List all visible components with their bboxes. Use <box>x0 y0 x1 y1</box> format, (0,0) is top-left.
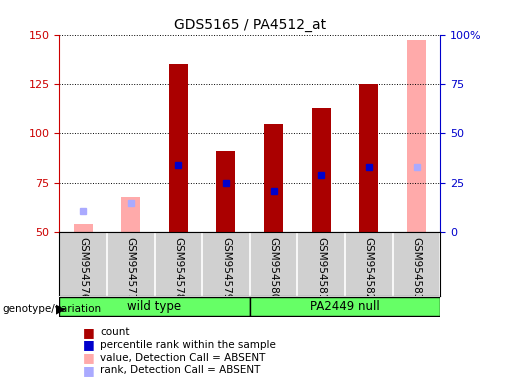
Bar <box>359 84 379 232</box>
Text: GSM954580: GSM954580 <box>269 237 279 301</box>
Text: GSM954582: GSM954582 <box>364 237 374 301</box>
Title: GDS5165 / PA4512_at: GDS5165 / PA4512_at <box>174 18 326 32</box>
Text: ■: ■ <box>82 351 94 364</box>
Bar <box>59 297 250 316</box>
Text: ■: ■ <box>82 364 94 377</box>
Bar <box>216 151 235 232</box>
Text: genotype/variation: genotype/variation <box>3 304 101 314</box>
Bar <box>407 40 426 232</box>
Bar <box>264 124 283 232</box>
Bar <box>74 224 93 232</box>
Text: rank, Detection Call = ABSENT: rank, Detection Call = ABSENT <box>100 365 261 375</box>
Bar <box>121 197 140 232</box>
Text: GSM954581: GSM954581 <box>316 237 326 301</box>
Text: count: count <box>100 327 130 337</box>
Bar <box>312 108 331 232</box>
Text: GSM954583: GSM954583 <box>411 237 421 301</box>
Bar <box>169 64 188 232</box>
Text: ■: ■ <box>82 338 94 351</box>
Text: GSM954579: GSM954579 <box>221 237 231 301</box>
Text: ■: ■ <box>82 326 94 339</box>
Bar <box>250 297 440 316</box>
Text: GSM954577: GSM954577 <box>126 237 135 301</box>
Text: GSM954576: GSM954576 <box>78 237 88 301</box>
Text: percentile rank within the sample: percentile rank within the sample <box>100 340 277 350</box>
Text: wild type: wild type <box>127 300 182 313</box>
Text: value, Detection Call = ABSENT: value, Detection Call = ABSENT <box>100 353 266 362</box>
Text: PA2449 null: PA2449 null <box>310 300 380 313</box>
Text: ▶: ▶ <box>56 302 65 315</box>
Text: GSM954578: GSM954578 <box>174 237 183 301</box>
